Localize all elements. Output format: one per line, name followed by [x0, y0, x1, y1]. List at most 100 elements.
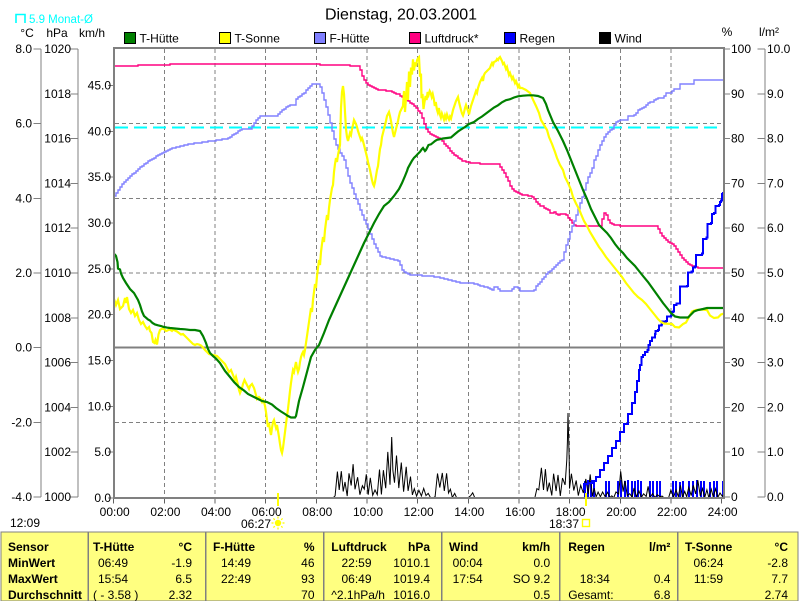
svg-text:0.0: 0.0 [767, 490, 784, 504]
svg-text:15:54: 15:54 [98, 572, 128, 586]
svg-text:%: % [304, 540, 315, 554]
svg-text:22:59: 22:59 [341, 556, 371, 570]
svg-text:1019.4: 1019.4 [393, 572, 430, 586]
svg-text:70: 70 [301, 588, 315, 601]
svg-text:Sensor: Sensor [8, 540, 49, 554]
svg-text:-4.0: -4.0 [11, 490, 32, 504]
svg-text:0.0: 0.0 [15, 341, 32, 355]
svg-text:50: 50 [731, 266, 745, 280]
svg-text:30: 30 [731, 356, 745, 370]
svg-text:2.32: 2.32 [169, 588, 193, 601]
svg-text:1010: 1010 [44, 266, 71, 280]
svg-text:Gesamt:: Gesamt: [568, 588, 613, 601]
svg-text:1018: 1018 [44, 87, 71, 101]
svg-text:8.0: 8.0 [15, 42, 32, 56]
svg-text:hPa: hPa [46, 26, 68, 40]
svg-text:4.0: 4.0 [767, 311, 784, 325]
svg-text:10.0: 10.0 [88, 399, 112, 413]
svg-text:06:49: 06:49 [341, 572, 371, 586]
svg-text:24:00: 24:00 [708, 505, 738, 519]
svg-text:16:00: 16:00 [505, 505, 535, 519]
svg-text:5.9 Monat-Ø: 5.9 Monat-Ø [29, 14, 93, 26]
svg-text:14:00: 14:00 [454, 505, 484, 519]
svg-text:20.0: 20.0 [88, 308, 112, 322]
svg-text:12:00: 12:00 [404, 505, 434, 519]
svg-text:0.4: 0.4 [654, 572, 671, 586]
svg-text:MinWert: MinWert [8, 556, 55, 570]
svg-text:5.0: 5.0 [767, 266, 784, 280]
svg-text:00:04: 00:04 [453, 556, 483, 570]
svg-text:1008: 1008 [44, 311, 71, 325]
svg-text:40.0: 40.0 [88, 124, 112, 138]
svg-text:l/m²: l/m² [759, 25, 779, 39]
svg-text:20: 20 [731, 400, 745, 414]
svg-text:Wind: Wind [615, 32, 642, 46]
svg-text:40: 40 [731, 311, 745, 325]
svg-text:SO 9.2: SO 9.2 [513, 572, 551, 586]
svg-text:T-Sonne: T-Sonne [235, 32, 281, 46]
svg-text:km/h: km/h [79, 26, 105, 40]
svg-text:10: 10 [731, 445, 745, 459]
svg-text:-2.0: -2.0 [11, 415, 32, 429]
svg-text:1.0: 1.0 [767, 445, 784, 459]
svg-text:1012: 1012 [44, 221, 71, 235]
svg-text:12:09: 12:09 [10, 516, 40, 530]
svg-text:( - 3.58 ): ( - 3.58 ) [93, 588, 138, 601]
svg-text:T-Sonne: T-Sonne [685, 540, 733, 554]
svg-text:06:24: 06:24 [693, 556, 723, 570]
svg-text:18:00: 18:00 [556, 505, 586, 519]
svg-text:1004: 1004 [44, 400, 71, 414]
svg-text:60: 60 [731, 221, 745, 235]
svg-text:°C: °C [20, 26, 34, 40]
svg-text:02:00: 02:00 [150, 505, 180, 519]
svg-text:4.0: 4.0 [15, 191, 32, 205]
svg-text:5.0: 5.0 [94, 445, 111, 459]
svg-text:Luftdruck: Luftdruck [331, 540, 387, 554]
svg-text:hPa: hPa [408, 540, 430, 554]
svg-text:30.0: 30.0 [88, 216, 112, 230]
svg-text:T-Hütte: T-Hütte [140, 32, 180, 46]
svg-text:1002: 1002 [44, 445, 71, 459]
svg-text:Dienstag, 20.03.2001: Dienstag, 20.03.2001 [325, 7, 477, 24]
svg-text:46: 46 [301, 556, 315, 570]
svg-text:-2.8: -2.8 [767, 556, 788, 570]
svg-text:17:54: 17:54 [453, 572, 483, 586]
svg-text:Durchschnitt: Durchschnitt [8, 588, 82, 601]
svg-text:0: 0 [731, 490, 738, 504]
svg-text:8.0: 8.0 [767, 132, 784, 146]
svg-text:6.5: 6.5 [175, 572, 192, 586]
svg-text:06:27: 06:27 [241, 517, 271, 531]
svg-text:°C: °C [775, 540, 789, 554]
svg-text:Wind: Wind [449, 540, 478, 554]
svg-text:100: 100 [731, 42, 751, 56]
svg-text:^2.1hPa/h: ^2.1hPa/h [331, 588, 385, 601]
svg-text:7.0: 7.0 [767, 176, 784, 190]
svg-text:6.0: 6.0 [15, 117, 32, 131]
svg-text:1000: 1000 [44, 490, 71, 504]
svg-text:45.0: 45.0 [88, 78, 112, 92]
svg-text:14:49: 14:49 [221, 556, 251, 570]
svg-text:22:00: 22:00 [657, 505, 687, 519]
svg-text:6.0: 6.0 [767, 221, 784, 235]
svg-text:06:00: 06:00 [252, 505, 282, 519]
svg-text:-1.9: -1.9 [171, 556, 192, 570]
svg-text:11:59: 11:59 [694, 572, 723, 586]
svg-text:25.0: 25.0 [88, 262, 112, 276]
svg-text:22:49: 22:49 [221, 572, 251, 586]
svg-text:MaxWert: MaxWert [8, 572, 58, 586]
svg-text:15.0: 15.0 [88, 354, 112, 368]
svg-text:F-Hütte: F-Hütte [330, 32, 370, 46]
svg-text:F-Hütte: F-Hütte [213, 540, 255, 554]
svg-text:08:00: 08:00 [302, 505, 332, 519]
svg-text:2.0: 2.0 [15, 266, 32, 280]
svg-text:10:00: 10:00 [353, 505, 383, 519]
svg-text:0.0: 0.0 [94, 491, 111, 505]
svg-text:T-Hütte: T-Hütte [93, 540, 135, 554]
svg-text:1006: 1006 [44, 356, 71, 370]
svg-text:km/h: km/h [522, 540, 550, 554]
svg-text:35.0: 35.0 [88, 170, 112, 184]
svg-text:3.0: 3.0 [767, 356, 784, 370]
svg-text:80: 80 [731, 132, 745, 146]
svg-text:7.7: 7.7 [771, 572, 788, 586]
svg-text:10.0: 10.0 [767, 42, 791, 56]
